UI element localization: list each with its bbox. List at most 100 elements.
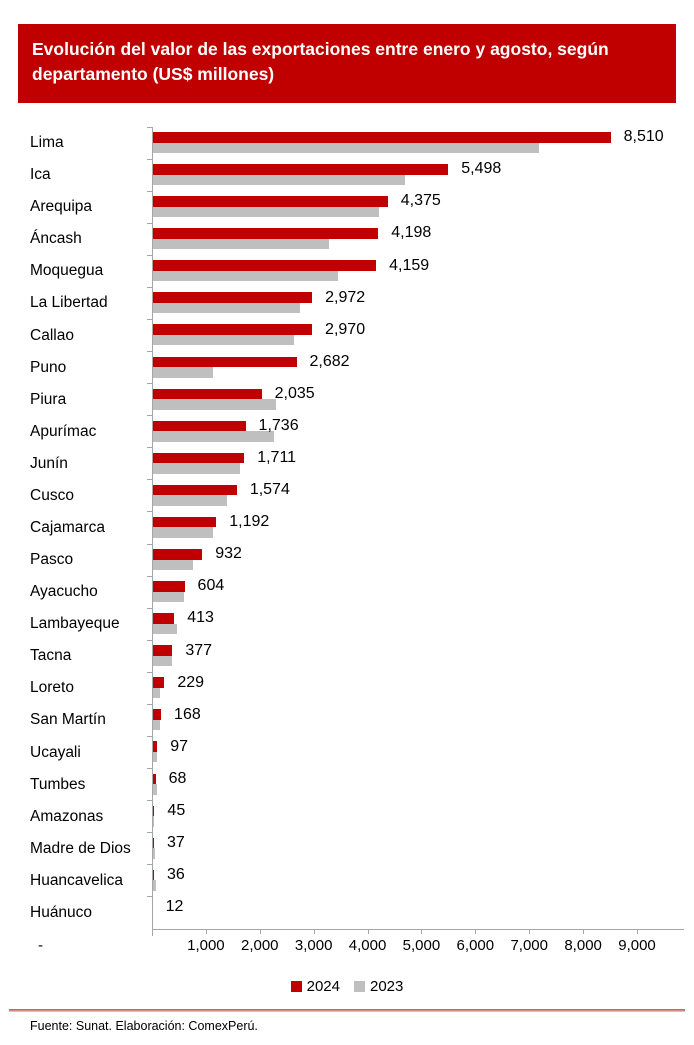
row-plot-area: 2,035 [152, 385, 637, 410]
row-plot-area: 4,159 [152, 256, 637, 282]
category-label: Tacna [30, 647, 72, 665]
bar-2024 [152, 324, 313, 335]
chart-row: Ucayali 97 [0, 735, 694, 768]
category-label: Puno [30, 358, 67, 376]
row-plot-area: 932 [152, 545, 637, 571]
value-label-2024: 1,711 [257, 449, 297, 467]
x-tick-label: 2,000 [240, 937, 279, 954]
chart-row: La Libertad 2,972 [0, 286, 694, 319]
bar-2023 [152, 784, 157, 795]
bar-2024 [152, 516, 217, 528]
bar-2023 [152, 655, 172, 667]
category-label: Piura [30, 390, 67, 408]
value-label-2024: 377 [185, 641, 213, 659]
bar-2024 [152, 613, 175, 624]
category-label: Lambayeque [30, 615, 120, 633]
row-plot-area: 2,972 [152, 289, 637, 314]
x-tick-mark [637, 930, 638, 934]
bar-2023 [152, 527, 214, 538]
value-label-2024: 8,510 [623, 128, 664, 146]
bar-2023 [152, 559, 194, 571]
bar-2023 [152, 687, 160, 699]
row-plot-area: 37 [152, 834, 637, 859]
category-label: Ayacucho [30, 583, 98, 601]
chart-rows: Lima 8,510 Ica 5,498 Arequipa 4,375 Áncash 4,19… [0, 126, 694, 929]
value-label-2024: 413 [187, 609, 214, 627]
bar-2024 [152, 420, 246, 432]
category-label: Pasco [30, 551, 74, 569]
value-label-2024: 229 [177, 673, 205, 691]
row-plot-area: 97 [152, 738, 637, 763]
value-label-2024: 932 [215, 545, 242, 563]
bar-2023 [152, 880, 156, 891]
category-label: Lima [30, 134, 64, 152]
chart-row: Tumbes 68 [0, 768, 694, 801]
value-label-2024: 1,192 [229, 513, 270, 531]
bar-2024 [152, 196, 388, 207]
legend-swatch-2024 [290, 981, 302, 992]
bar-2023 [152, 591, 184, 603]
category-label: Cajamarca [30, 518, 105, 536]
bar-2023 [152, 623, 178, 635]
row-plot-area: 4,375 [152, 193, 637, 218]
x-tick-label: 1,000 [187, 937, 225, 954]
chart-row: Cusco 1,574 [0, 479, 694, 512]
x-tick-label: 3,000 [294, 937, 333, 954]
row-plot-area: 68 [152, 770, 637, 795]
row-plot-area: 12 [152, 899, 637, 923]
chart-row: Lambayeque 413 [0, 607, 694, 640]
row-plot-area: 45 [152, 801, 637, 827]
value-label-2024: 2,682 [309, 352, 350, 370]
row-plot-area: 1,574 [152, 481, 637, 506]
row-plot-area: 377 [152, 641, 637, 667]
legend-item-2023: 2023 [354, 978, 403, 995]
value-label-2024: 604 [197, 577, 225, 595]
row-plot-area: 36 [152, 866, 637, 891]
bar-2024 [152, 741, 158, 752]
bar-2024 [152, 292, 313, 303]
bar-2024 [152, 805, 155, 817]
bar-2023 [152, 238, 330, 250]
chart-row: Tacna 377 [0, 639, 694, 672]
value-label-2024: 2,970 [325, 320, 366, 338]
category-label: Moquegua [30, 262, 104, 280]
x-tick-mark [313, 930, 315, 934]
value-label-2024: 4,198 [391, 224, 432, 242]
y-axis-line [152, 127, 153, 930]
bar-2024 [152, 677, 165, 688]
value-label-2024: 1,574 [249, 481, 290, 499]
bar-2023 [152, 142, 540, 153]
bar-2024 [152, 132, 611, 143]
x-tick-mark [475, 930, 477, 934]
legend-swatch-2023 [354, 981, 365, 992]
chart-row: Junín 1,711 [0, 447, 694, 480]
bar-2023 [152, 206, 380, 218]
chart-row: Lima 8,510 [0, 126, 694, 159]
chart-row: Pasco 932 [0, 543, 694, 576]
chart-row: Moquegua 4,159 [0, 254, 694, 287]
chart-row: Loreto 229 [0, 671, 694, 704]
bar-2023 [152, 302, 301, 314]
bar-2023 [152, 399, 276, 410]
chart-legend: 2024 2023 [0, 978, 694, 995]
x-tick-mark [367, 930, 369, 934]
value-label-2024: 1,736 [258, 416, 299, 434]
value-label-2024: 36 [166, 866, 185, 884]
bar-2024 [152, 773, 156, 785]
category-label: Áncash [30, 230, 82, 248]
chart-title: Evolución del valor de las exportaciones… [32, 39, 609, 84]
chart-row: Callao 2,970 [0, 318, 694, 351]
value-label-2024: 45 [167, 801, 186, 819]
value-label-2024: 4,159 [389, 256, 430, 274]
bar-2024 [152, 260, 377, 271]
category-label: San Martín [30, 711, 106, 729]
chart-row: Madre de Dios 37 [0, 832, 694, 865]
chart-row: Puno 2,682 [0, 351, 694, 384]
bar-2024 [152, 164, 449, 175]
legend-label-2024: 2024 [306, 978, 340, 995]
category-label: Cusco [30, 486, 74, 504]
chart-row: San Martín 168 [0, 703, 694, 736]
bar-2023 [152, 334, 295, 346]
category-label: Junín [30, 454, 68, 472]
x-axis-line [152, 929, 684, 930]
